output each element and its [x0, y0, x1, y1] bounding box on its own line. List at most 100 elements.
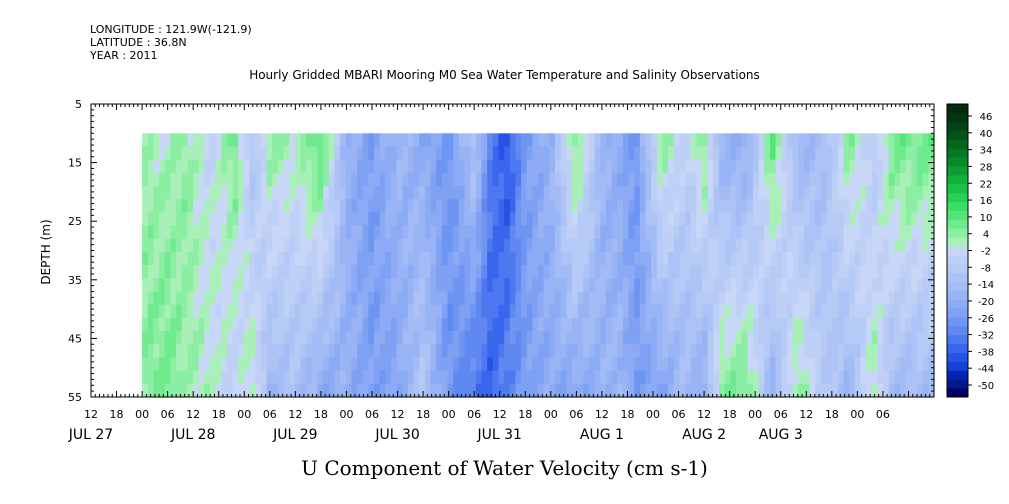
heatmap-cell — [243, 159, 251, 174]
heatmap-cell — [583, 251, 590, 266]
heatmap-cell — [617, 331, 624, 345]
heatmap-cell — [181, 265, 188, 279]
heatmap-cell — [221, 331, 228, 345]
heatmap-cell — [685, 278, 692, 293]
heatmap-cell — [617, 159, 624, 174]
heatmap-cell — [272, 291, 279, 306]
heatmap-cell — [656, 199, 664, 214]
heatmap-cell — [396, 251, 403, 266]
heatmap-cell — [600, 159, 607, 174]
heatmap-cell — [662, 291, 669, 306]
heatmap-cell — [221, 370, 228, 385]
heatmap-cell — [209, 186, 217, 200]
heatmap-cell — [719, 331, 726, 345]
heatmap-cell — [351, 225, 358, 240]
heatmap-cell — [328, 199, 336, 214]
heatmap-cell — [142, 265, 149, 279]
heatmap-cell — [679, 265, 686, 279]
heatmap-cell — [153, 172, 160, 187]
heatmap-cell — [622, 212, 630, 227]
heatmap-cell — [775, 146, 782, 161]
heatmap-cell — [769, 344, 777, 359]
heatmap-cell — [594, 238, 601, 253]
heatmap-cell — [922, 212, 929, 227]
heatmap-cell — [232, 225, 239, 240]
heatmap-cell — [413, 146, 420, 161]
colorbar-label: -2 — [981, 247, 991, 258]
heatmap-cell — [436, 238, 443, 253]
heatmap-cell — [571, 238, 579, 253]
heatmap-cell — [707, 383, 714, 398]
heatmap-cell — [181, 251, 188, 266]
heatmap-cell — [413, 370, 420, 385]
heatmap-cell — [221, 304, 228, 319]
heatmap-cell — [673, 304, 681, 319]
heatmap-cell — [690, 238, 698, 253]
heatmap-cell — [153, 146, 160, 161]
heatmap-cell — [888, 225, 896, 240]
heatmap-cell — [662, 133, 669, 148]
heatmap-cell — [260, 212, 268, 227]
heatmap-cell — [883, 344, 890, 359]
heatmap-cell — [696, 304, 703, 319]
heatmap-cell — [362, 304, 369, 319]
heatmap-cell — [498, 172, 505, 187]
hour-tick-label: 00 — [237, 408, 251, 421]
heatmap-cell — [481, 225, 488, 240]
heatmap-cell — [385, 370, 392, 385]
heatmap-cell — [340, 331, 347, 345]
heatmap-cell — [243, 212, 251, 227]
heatmap-cell — [634, 344, 641, 359]
heatmap-cell — [430, 133, 437, 148]
heatmap-cell — [357, 344, 364, 359]
heatmap-cell — [204, 172, 211, 187]
heatmap-cell — [549, 238, 556, 253]
heatmap-cell — [900, 331, 907, 345]
heatmap-cell — [306, 357, 313, 372]
heatmap-cell — [605, 265, 613, 279]
heatmap-cell — [260, 291, 268, 306]
colorbar-swatch — [947, 317, 968, 327]
heatmap-cell — [860, 344, 867, 359]
heatmap-cell — [605, 278, 613, 293]
heatmap-cell — [379, 251, 386, 266]
heatmap-cell — [900, 304, 907, 319]
heatmap-cell — [413, 265, 420, 279]
heatmap-cell — [515, 186, 522, 200]
heatmap-cell — [798, 146, 805, 161]
heatmap-cell — [407, 212, 415, 227]
heatmap-cell — [900, 146, 907, 161]
heatmap-cell — [594, 172, 601, 187]
heatmap-cell — [300, 331, 307, 345]
heatmap-cell — [362, 317, 369, 332]
heatmap-cell — [888, 251, 896, 266]
heatmap-cell — [645, 304, 652, 319]
heatmap-cell — [775, 331, 782, 345]
heatmap-cell — [719, 344, 726, 359]
heatmap-cell — [741, 383, 748, 398]
heatmap-cell — [843, 212, 850, 227]
heatmap-cell — [249, 357, 256, 372]
heatmap-cell — [645, 133, 652, 148]
heatmap-cell — [306, 225, 313, 240]
heatmap-cell — [883, 317, 890, 332]
heatmap-cell — [911, 331, 918, 345]
heatmap-cell — [662, 304, 669, 319]
heatmap-cell — [690, 251, 698, 266]
heatmap-cell — [809, 357, 816, 372]
heatmap-cell — [238, 265, 245, 279]
heatmap-cell — [153, 199, 160, 214]
heatmap-cell — [583, 291, 590, 306]
heatmap-cell — [323, 357, 330, 372]
heatmap-cell — [453, 133, 460, 148]
heatmap-cell — [588, 172, 596, 187]
heatmap-cell — [764, 146, 771, 161]
heatmap-cell — [571, 317, 579, 332]
heatmap-cell — [436, 199, 443, 214]
heatmap-cell — [226, 225, 234, 240]
heatmap-cell — [176, 317, 183, 332]
heatmap-cell — [492, 357, 500, 372]
heatmap-cell — [809, 238, 816, 253]
heatmap-cell — [611, 304, 618, 319]
heatmap-cell — [334, 357, 341, 372]
